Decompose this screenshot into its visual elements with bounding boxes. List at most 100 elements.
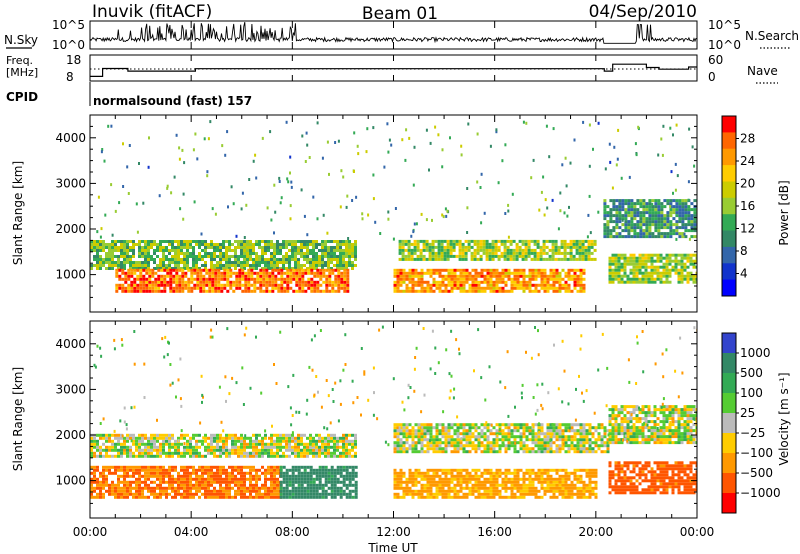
heatmap-cell bbox=[139, 274, 143, 278]
heatmap-cell bbox=[548, 257, 552, 261]
heatmap-cell bbox=[345, 243, 348, 246]
heatmap-cell bbox=[93, 436, 96, 440]
heatmap-cell bbox=[313, 283, 317, 287]
heatmap-cell bbox=[642, 229, 646, 233]
heatmap-cell bbox=[289, 277, 293, 281]
heatmap-cell bbox=[443, 239, 447, 243]
heatmap-cell bbox=[209, 120, 212, 124]
heatmap-cell bbox=[399, 274, 403, 278]
heatmap-cell bbox=[452, 242, 456, 246]
heatmap-cell bbox=[528, 432, 532, 436]
heatmap-cell bbox=[211, 283, 215, 287]
heatmap-cell bbox=[207, 480, 210, 484]
heatmap-cell bbox=[588, 441, 592, 445]
heatmap-cell bbox=[693, 223, 697, 227]
heatmap-cell bbox=[198, 267, 201, 270]
heatmap-cell bbox=[387, 210, 390, 214]
heatmap-cell bbox=[666, 220, 670, 224]
heatmap-cell bbox=[318, 492, 322, 496]
heatmap-cell bbox=[498, 286, 502, 290]
heatmap-cell bbox=[674, 262, 678, 266]
heatmap-cell bbox=[276, 477, 279, 481]
heatmap-cell bbox=[240, 454, 243, 458]
heatmap-cell bbox=[306, 258, 309, 261]
heatmap-cell bbox=[99, 255, 102, 258]
heatmap-cell bbox=[651, 214, 655, 218]
heatmap-cell bbox=[123, 445, 126, 449]
heatmap-cell bbox=[413, 248, 417, 252]
heatmap-cell bbox=[291, 243, 294, 246]
heatmap-cell bbox=[138, 246, 141, 249]
heatmap-cell bbox=[136, 230, 139, 234]
heatmap-cell bbox=[468, 277, 472, 281]
heatmap-cell bbox=[545, 124, 548, 128]
heatmap-cell bbox=[315, 445, 318, 449]
heatmap-cell bbox=[462, 286, 466, 290]
heatmap-cell bbox=[291, 249, 294, 252]
heatmap-cell bbox=[333, 433, 336, 437]
heatmap-cell bbox=[225, 448, 228, 452]
heatmap-cell bbox=[121, 268, 125, 272]
heatmap-cell bbox=[171, 261, 174, 264]
heatmap-cell bbox=[327, 474, 331, 478]
heatmap-cell bbox=[480, 444, 484, 448]
heatmap-cell bbox=[432, 441, 436, 445]
freq-left-label-2: [MHz] bbox=[6, 66, 38, 79]
heatmap-cell bbox=[130, 274, 134, 278]
heatmap-cell bbox=[324, 492, 328, 496]
heatmap-cell bbox=[647, 256, 651, 260]
heatmap-cell bbox=[267, 442, 270, 446]
heatmap-cell bbox=[635, 268, 639, 272]
heatmap-cell bbox=[301, 283, 305, 287]
heatmap-cell bbox=[216, 448, 219, 452]
heatmap-cell bbox=[504, 289, 508, 293]
heatmap-cell bbox=[258, 486, 261, 490]
heatmap-cell bbox=[186, 465, 189, 469]
heatmap-cell bbox=[613, 145, 616, 149]
heatmap-cell bbox=[321, 258, 324, 261]
heatmap-cell bbox=[465, 271, 469, 275]
heatmap-cell bbox=[411, 280, 415, 284]
heatmap-cell bbox=[177, 454, 180, 458]
heatmap-cell bbox=[93, 474, 96, 478]
heatmap-cell bbox=[552, 286, 556, 290]
heatmap-cell bbox=[495, 277, 499, 281]
heatmap-cell bbox=[504, 426, 508, 430]
heatmap-cell bbox=[180, 451, 183, 455]
heatmap-cell bbox=[342, 243, 345, 246]
heatmap-cell bbox=[120, 436, 123, 440]
heatmap-cell bbox=[249, 267, 252, 270]
heatmap-cell bbox=[474, 277, 478, 281]
heatmap-cell bbox=[115, 283, 119, 287]
heatmap-cell bbox=[325, 274, 329, 278]
heatmap-cell bbox=[195, 477, 198, 481]
heatmap-cell bbox=[543, 213, 546, 217]
heatmap-cell bbox=[425, 128, 428, 132]
heatmap-cell bbox=[533, 251, 537, 255]
heatmap-cell bbox=[527, 239, 531, 243]
heatmap-cell bbox=[678, 226, 682, 230]
heatmap-cell bbox=[135, 489, 138, 493]
heatmap-cell bbox=[597, 444, 601, 448]
heatmap-cell bbox=[539, 245, 543, 249]
heatmap-cell bbox=[339, 436, 342, 440]
heatmap-cell bbox=[170, 191, 173, 195]
heatmap-cell bbox=[641, 271, 645, 275]
heatmap-cell bbox=[330, 433, 333, 437]
heatmap-cell bbox=[416, 257, 420, 261]
heatmap-cell bbox=[228, 451, 231, 455]
heatmap-cell bbox=[626, 280, 630, 284]
heatmap-cell bbox=[171, 486, 174, 490]
heatmap-cell bbox=[99, 243, 102, 246]
heatmap-cell bbox=[684, 235, 688, 239]
heatmap-cell bbox=[558, 447, 562, 451]
heatmap-cell bbox=[662, 124, 665, 128]
heatmap-cell bbox=[466, 187, 469, 190]
heatmap-cell bbox=[459, 441, 463, 445]
heatmap-cell bbox=[168, 477, 171, 481]
heatmap-cell bbox=[552, 283, 556, 287]
heatmap-cell bbox=[186, 480, 189, 484]
heatmap-cell bbox=[114, 454, 117, 458]
heatmap-cell bbox=[258, 492, 261, 496]
heatmap-cell bbox=[633, 223, 637, 227]
